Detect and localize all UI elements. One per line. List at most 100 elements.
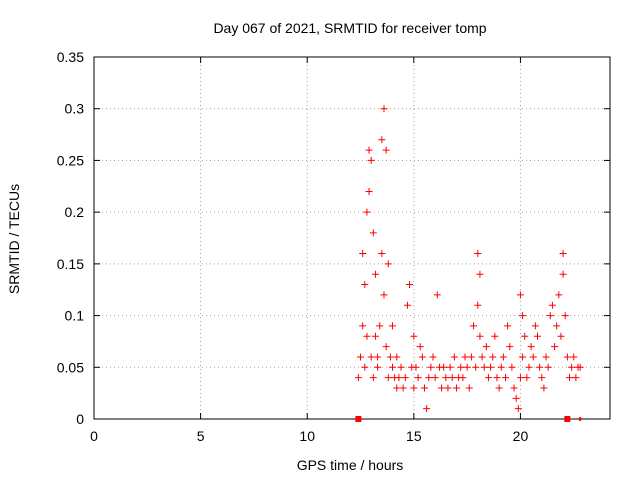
data-point (457, 363, 465, 371)
zero-marker-small (579, 417, 582, 421)
data-point (484, 374, 492, 382)
data-point (525, 363, 533, 371)
data-point (502, 374, 510, 382)
y-tick-label: 0.35 (57, 49, 84, 65)
data-point (389, 322, 397, 330)
data-point (531, 322, 539, 330)
y-tick-label: 0.2 (65, 204, 85, 220)
data-point (510, 384, 518, 392)
data-point (534, 332, 542, 340)
y-tick-label: 0 (76, 411, 84, 427)
data-point (403, 301, 411, 309)
data-point (369, 229, 377, 237)
y-tick-label: 0.15 (57, 256, 84, 272)
zero-marker (564, 416, 571, 422)
data-point (429, 353, 437, 361)
data-point (418, 353, 426, 361)
data-point (365, 187, 373, 195)
data-point (367, 353, 375, 361)
data-point (519, 353, 527, 361)
data-point (542, 353, 550, 361)
data-point (516, 291, 524, 299)
data-point (384, 260, 392, 268)
data-points (354, 105, 584, 422)
data-point (536, 363, 544, 371)
data-point (371, 270, 379, 278)
y-tick-label: 0.05 (57, 359, 84, 375)
data-point (410, 384, 418, 392)
data-point (521, 332, 529, 340)
data-point (357, 353, 365, 361)
data-point (431, 374, 439, 382)
data-point (553, 322, 561, 330)
data-point (474, 301, 482, 309)
data-point (467, 353, 475, 361)
data-point (359, 250, 367, 258)
data-point (499, 353, 507, 361)
data-point (378, 250, 386, 258)
data-point (380, 291, 388, 299)
y-tick-label: 0.3 (65, 101, 85, 117)
data-point (463, 363, 471, 371)
data-point (359, 322, 367, 330)
data-point (478, 353, 486, 361)
data-point (423, 405, 431, 413)
y-axis-label: SRMTID / TECUs (6, 184, 22, 294)
data-point (365, 146, 373, 154)
data-point (389, 363, 397, 371)
data-point (555, 291, 563, 299)
data-point (546, 312, 554, 320)
data-point (512, 394, 520, 402)
data-point (491, 332, 499, 340)
data-point (371, 332, 379, 340)
data-point (446, 363, 454, 371)
data-point (516, 374, 524, 382)
data-point (472, 363, 480, 371)
data-point (414, 374, 422, 382)
data-point (506, 343, 514, 351)
data-point (410, 332, 418, 340)
data-point (380, 105, 388, 113)
data-point (433, 291, 441, 299)
data-point (504, 322, 512, 330)
data-point (393, 384, 401, 392)
data-point (476, 270, 484, 278)
data-point (444, 384, 452, 392)
data-point (497, 363, 505, 371)
data-point (425, 374, 433, 382)
data-point (461, 353, 469, 361)
data-point (568, 363, 576, 371)
data-point (557, 332, 565, 340)
data-point (576, 363, 584, 371)
data-point (565, 374, 573, 382)
data-point (412, 363, 420, 371)
x-tick-label: 10 (299, 428, 315, 444)
data-point (442, 374, 450, 382)
data-point (374, 363, 382, 371)
data-point (465, 384, 473, 392)
data-point (354, 374, 362, 382)
data-point (369, 374, 377, 382)
data-point (572, 374, 580, 382)
plot-frame (93, 56, 611, 420)
data-point (493, 374, 501, 382)
data-point (393, 353, 401, 361)
data-point (452, 384, 460, 392)
data-point (363, 332, 371, 340)
data-point (559, 270, 567, 278)
data-point (559, 250, 567, 258)
data-point (367, 156, 375, 164)
data-point (529, 353, 537, 361)
grid-lines (94, 57, 610, 419)
data-point (523, 374, 531, 382)
data-point (508, 363, 516, 371)
data-point (570, 353, 578, 361)
data-point (382, 343, 390, 351)
x-tick-label: 5 (197, 428, 205, 444)
data-point (459, 374, 467, 382)
x-ticks: 0 5 10 15 20 (90, 57, 528, 444)
data-point (399, 384, 407, 392)
data-point (420, 384, 428, 392)
data-point (470, 322, 478, 330)
